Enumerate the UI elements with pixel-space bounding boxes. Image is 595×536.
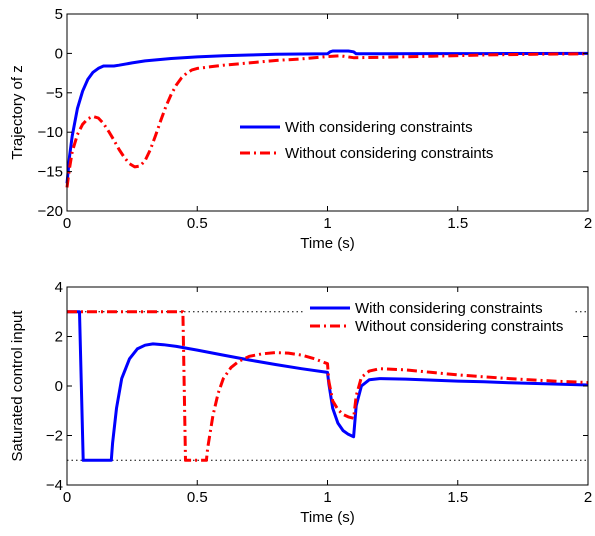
legend-label-without-constraints: Without considering constraints (285, 145, 493, 162)
series-line-without-constraints (65, 52, 589, 188)
legend-label-with-constraints: With considering constraints (285, 119, 473, 136)
series-line-with-constraints (67, 310, 589, 462)
x-axis-label: Time (s) (300, 509, 354, 526)
legend: With considering constraints Without con… (234, 118, 534, 166)
series-line-without-constraints (67, 310, 589, 462)
y-axis-label: Saturated control input (9, 310, 26, 462)
x-tick-label: 1.5 (447, 215, 468, 232)
y-tick-label: 5 (55, 6, 63, 23)
y-axis-label: Trajectory of z (9, 65, 26, 159)
x-tick-label: 2 (584, 215, 592, 232)
y-tick-label: −5 (46, 85, 63, 102)
y-tick-label: 2 (55, 329, 63, 346)
y-tick-label: −10 (38, 124, 63, 141)
y-tick-label: 4 (55, 279, 63, 296)
legend-frame (234, 118, 534, 166)
x-tick-label: 1 (323, 489, 331, 506)
x-tick-label: 0.5 (187, 489, 208, 506)
x-tick-label: 0 (63, 489, 71, 506)
y-tick-label: −15 (38, 164, 63, 181)
x-tick-label: 1.5 (447, 489, 468, 506)
axis-ticks: 0 0.5 1 1.5 2 −4 −2 0 2 4 (46, 279, 592, 506)
legend-frame (304, 299, 574, 339)
x-tick-label: 0 (63, 215, 71, 232)
y-tick-label: −20 (38, 203, 63, 220)
x-tick-label: 2 (584, 489, 592, 506)
legend: With considering constraints Without con… (304, 299, 574, 339)
legend-label-with-constraints: With considering constraints (355, 300, 543, 317)
y-tick-label: 0 (55, 378, 63, 395)
series-layer (65, 49, 589, 188)
x-tick-label: 1 (323, 215, 331, 232)
series-line-with-constraints (65, 49, 589, 184)
y-tick-label: 0 (55, 45, 63, 62)
series-layer (67, 310, 589, 462)
y-tick-label: −4 (46, 477, 63, 494)
chart-top-panel: 0 0.5 1 1.5 2 −20 −15 −10 −5 0 5 With considering … (9, 6, 592, 252)
chart-bottom-panel: 0 0.5 1 1.5 2 −4 −2 0 2 4 With considering constr… (9, 279, 592, 526)
legend-label-without-constraints: Without considering constraints (355, 318, 563, 335)
y-tick-label: −2 (46, 428, 63, 445)
axes-box (66, 13, 589, 212)
x-axis-label: Time (s) (300, 235, 354, 252)
axis-ticks: 0 0.5 1 1.5 2 −20 −15 −10 −5 0 5 (38, 6, 593, 232)
x-tick-label: 0.5 (187, 215, 208, 232)
